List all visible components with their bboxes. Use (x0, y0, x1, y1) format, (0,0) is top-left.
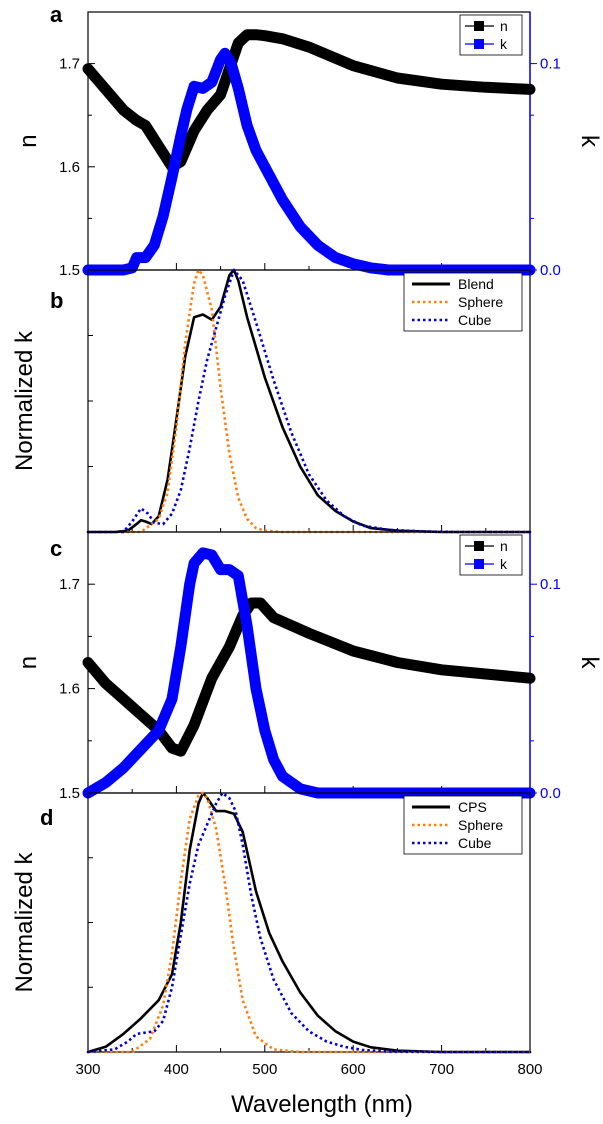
legend-box (459, 14, 523, 56)
panel-letter: d (40, 805, 53, 830)
x-tick-label: 300 (75, 1061, 100, 1078)
series-cube-line (88, 268, 530, 534)
panel-a: 1.51.61.70.00.1n ka nk (15, 2, 603, 279)
y-tick-label-right: 0.0 (540, 262, 561, 279)
x-axis-title: Wavelength (nm) (231, 1091, 413, 1118)
legend-swatch-marker (474, 21, 484, 31)
y-tick-label-left: 1.5 (59, 262, 80, 279)
panel-b: Normalized k b Blend Sphere Cube (11, 268, 532, 534)
legend-swatch-marker (474, 541, 484, 551)
y-tick-label-left: 1.5 (59, 785, 80, 802)
series-cube-line (87, 791, 530, 1054)
panel-c: 1.51.61.70.00.1n kc nk (15, 531, 603, 802)
y-axis-title-right: k (576, 135, 603, 148)
y-tick-label-right: 0.0 (540, 785, 561, 802)
y-tick-label-right: 0.1 (540, 56, 561, 73)
panel-letter: b (50, 288, 63, 313)
legend-label: k (500, 36, 508, 52)
legend-label: CPS (458, 799, 487, 815)
x-tick-label: 500 (252, 1061, 277, 1078)
panel-d: Normalized kd CPS Sphere Cube 300 400 500 600 70… (11, 791, 543, 1078)
series-sphere-line (88, 268, 530, 534)
legend-label: Sphere (458, 817, 503, 833)
x-tick-label: 700 (429, 1061, 454, 1078)
legend-label: k (500, 556, 508, 572)
legend-box (459, 534, 523, 576)
legend-swatch-marker (474, 39, 484, 49)
y-axis-title-left: Normalized k (11, 851, 38, 992)
y-axis-title-right: k (576, 657, 603, 670)
x-tick-label: 400 (164, 1061, 189, 1078)
series-k-line (82, 47, 536, 276)
legend-swatch-marker (474, 559, 484, 569)
legend-label: Blend (458, 276, 494, 292)
series-blend-line (86, 268, 532, 534)
legend-label: n (500, 18, 508, 34)
legend-label: Cube (458, 835, 492, 851)
legend-label: Sphere (458, 294, 503, 310)
series-cps-line (86, 791, 532, 1054)
y-axis-title-left: Normalized k (11, 330, 38, 471)
series-n-line (82, 597, 536, 757)
panel-letter: c (50, 536, 62, 561)
legend-label: Cube (458, 312, 492, 328)
y-axis-title-left: n (15, 656, 42, 669)
y-tick-label-left: 1.6 (59, 159, 80, 176)
legend-label: n (500, 538, 508, 554)
y-tick-label-left: 1.6 (59, 681, 80, 698)
y-tick-label-left: 1.7 (59, 576, 80, 593)
y-axis-title-left: n (15, 134, 42, 147)
x-tick-label: 800 (517, 1061, 542, 1078)
x-tick-label: 600 (341, 1061, 366, 1078)
panel-letter: a (50, 2, 63, 27)
y-tick-label-right: 0.1 (540, 576, 561, 593)
y-tick-label-left: 1.7 (59, 56, 80, 73)
